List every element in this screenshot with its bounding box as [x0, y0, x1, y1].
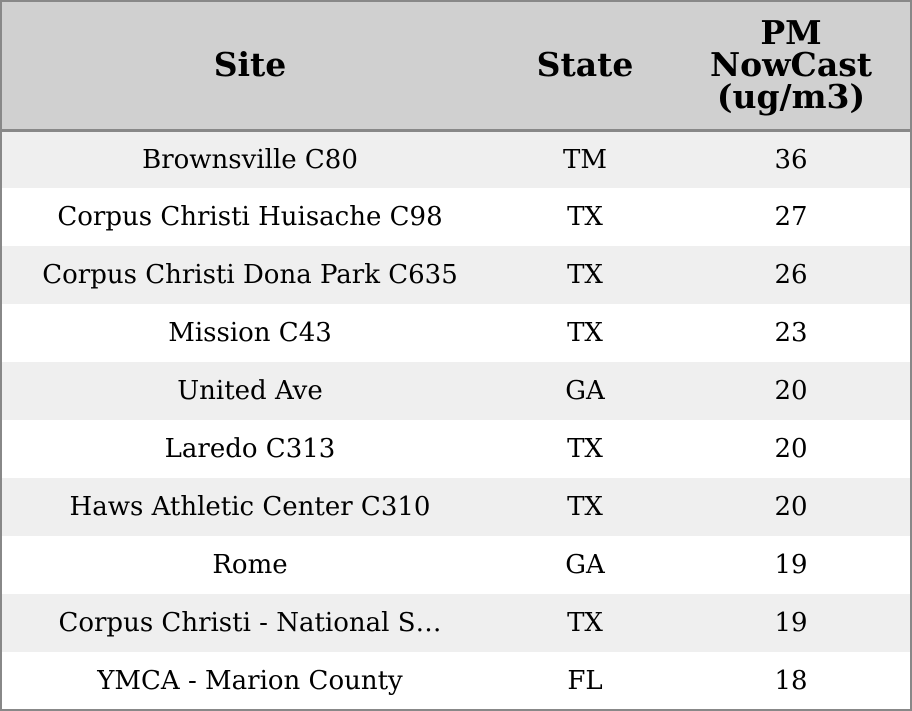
cell-pm-nowcast: 36	[774, 144, 808, 175]
cell-pm-nowcast: 27	[774, 202, 808, 232]
cell-state: TX	[567, 260, 603, 290]
cell-site: Corpus Christi Dona Park C635	[42, 260, 458, 290]
cell-site: Rome	[212, 550, 288, 580]
cell-site: Laredo C313	[164, 434, 336, 464]
cell-pm-nowcast: 23	[774, 318, 808, 348]
table-row: Corpus Christi Dona Park C635 TX 26	[2, 246, 910, 304]
cell-pm-nowcast: 18	[774, 665, 808, 696]
cell-site: Corpus Christi Huisache C98	[57, 202, 443, 232]
table-row: United Ave GA 20	[2, 362, 910, 420]
table-row: Rome GA 19	[2, 536, 910, 594]
cell-state: TX	[567, 318, 603, 348]
column-header-pm-nowcast: PM NowCast (ug/m3)	[672, 2, 910, 132]
table-row: Corpus Christi Huisache C98 TX 27	[2, 188, 910, 246]
cell-state: GA	[565, 550, 605, 580]
table-row: Corpus Christi - National S… TX 19	[2, 594, 910, 652]
cell-site: United Ave	[177, 376, 323, 406]
table-row: Brownsville C80 TM 36	[2, 130, 910, 188]
cell-site: YMCA - Marion County	[97, 665, 403, 696]
cell-state: TX	[567, 608, 603, 638]
column-header-site: Site	[2, 2, 498, 132]
column-header-state: State	[498, 2, 672, 132]
cell-site: Haws Athletic Center C310	[69, 492, 431, 522]
table-row: YMCA - Marion County FL 18	[2, 652, 910, 709]
cell-pm-nowcast: 26	[774, 260, 808, 290]
table-row: Laredo C313 TX 20	[2, 420, 910, 478]
cell-site: Corpus Christi - National S…	[58, 608, 442, 638]
cell-pm-nowcast: 20	[774, 492, 808, 522]
column-header-pm-line-3: (ug/m3)	[716, 77, 866, 117]
cell-state: GA	[565, 376, 605, 406]
cell-pm-nowcast: 20	[774, 434, 808, 464]
cell-state: TX	[567, 434, 603, 464]
cell-state: TX	[567, 202, 603, 232]
table-row: Mission C43 TX 23	[2, 304, 910, 362]
cell-state: FL	[567, 665, 603, 696]
column-header-pm-line-1: PM	[760, 13, 822, 53]
cell-state: TM	[563, 144, 607, 175]
table-row: Haws Athletic Center C310 TX 20	[2, 478, 910, 536]
cell-pm-nowcast: 19	[774, 608, 808, 638]
table-header-row: Site State PM NowCast (ug/m3)	[2, 2, 910, 132]
cell-state: TX	[567, 492, 603, 522]
column-header-site-label: Site	[213, 45, 287, 85]
cell-pm-nowcast: 19	[774, 550, 808, 580]
cell-site: Brownsville C80	[142, 144, 358, 175]
column-header-pm-line-2: NowCast	[709, 45, 873, 85]
column-header-state-label: State	[536, 45, 634, 85]
cell-site: Mission C43	[168, 318, 332, 348]
cell-pm-nowcast: 20	[774, 376, 808, 406]
